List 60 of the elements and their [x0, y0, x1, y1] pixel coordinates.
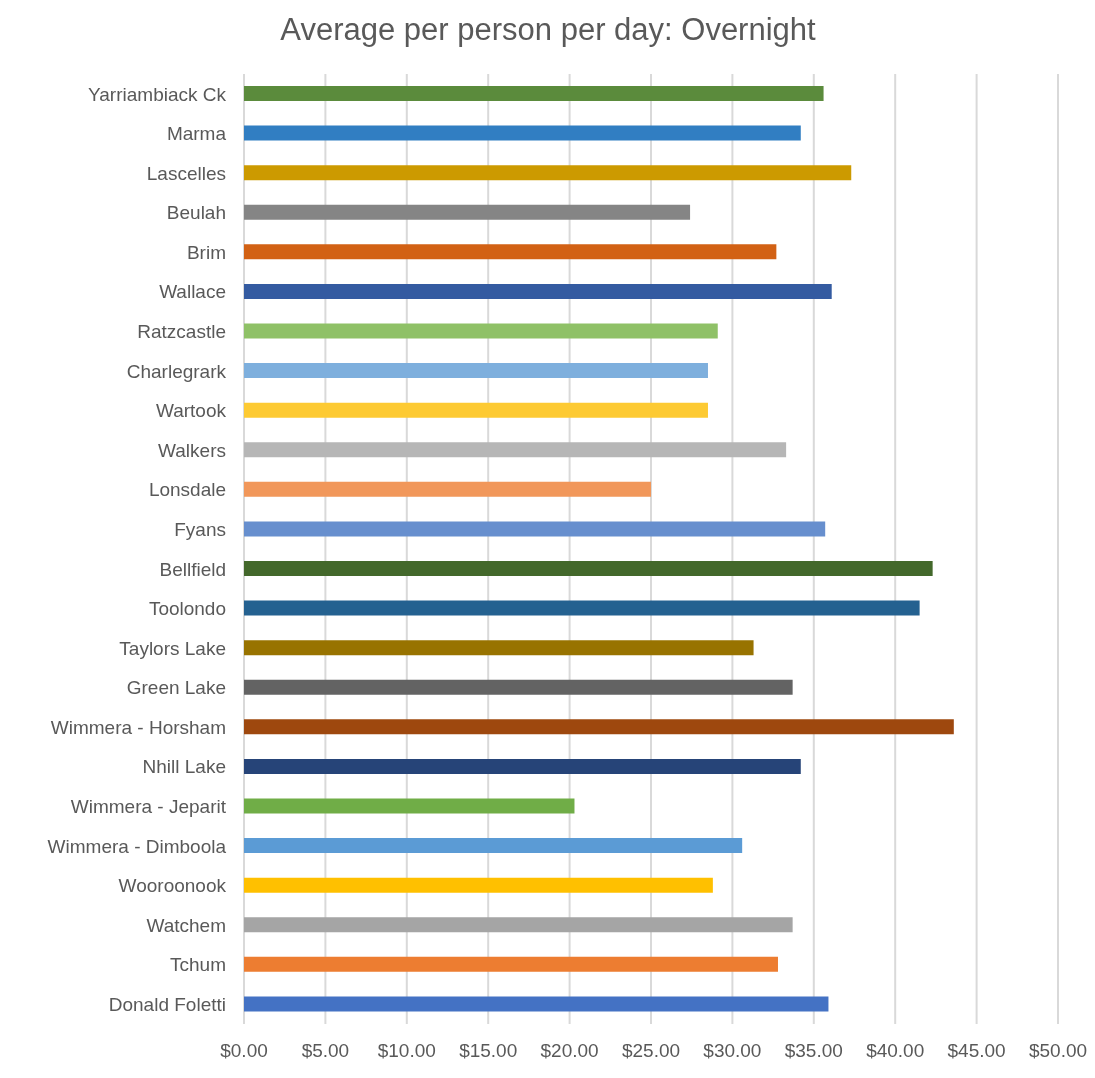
chart-title: Average per person per day: Overnight: [279, 11, 817, 49]
bar: [244, 244, 777, 260]
x-tick-label: $20.00: [540, 1040, 599, 1062]
y-tick-label: Nhill Lake: [142, 756, 226, 778]
y-tick-label: Fyans: [174, 518, 226, 540]
bar: [244, 956, 778, 972]
bar: [244, 402, 708, 418]
bar: [244, 442, 787, 458]
y-tick-label: Lonsdale: [148, 479, 226, 501]
y-tick-label: Bellfield: [159, 558, 226, 580]
bar: [244, 125, 801, 141]
x-tick-label: $10.00: [377, 1040, 436, 1062]
x-tick-label: $35.00: [784, 1040, 843, 1062]
y-tick-label: Toolondo: [148, 598, 226, 620]
bar: [244, 86, 824, 101]
y-tick-label: Tchum: [170, 954, 226, 976]
y-tick-label: Watchem: [146, 914, 226, 936]
bar: [244, 719, 954, 735]
y-tick-label: Yarriambiack Ck: [88, 83, 227, 105]
bar: [244, 758, 801, 774]
y-tick-label: Ratzcastle: [137, 321, 226, 343]
y-tick-label: Taylors Lake: [119, 637, 226, 659]
bar: [244, 996, 829, 1012]
y-tick-label: Marma: [166, 123, 227, 145]
bar: [244, 640, 754, 656]
y-tick-label: Donald Foletti: [108, 993, 226, 1015]
bar: [244, 323, 718, 339]
bar: [244, 561, 933, 576]
bar: [244, 204, 691, 220]
bar: [244, 679, 793, 695]
x-tick-label: $15.00: [459, 1040, 518, 1062]
y-tick-label: Green Lake: [126, 677, 226, 699]
y-tick-label: Wallace: [159, 281, 226, 303]
x-tick-label: $50.00: [1028, 1040, 1088, 1062]
y-tick-label: Wimmera - Jeparit: [70, 796, 227, 818]
bar: [244, 165, 852, 181]
y-tick-label: Charlegrark: [126, 360, 227, 382]
x-tick-label: $5.00: [301, 1040, 350, 1062]
bar: [244, 481, 651, 497]
y-tick-label: Wartook: [155, 400, 227, 422]
x-tick-label: $0.00: [220, 1040, 268, 1062]
bar: [244, 283, 832, 299]
bar: [244, 600, 920, 616]
x-tick-label: $25.00: [621, 1040, 681, 1062]
y-tick-label: Brim: [186, 241, 226, 263]
bar: [244, 363, 708, 379]
x-tick-label: $30.00: [703, 1040, 762, 1062]
bar: [244, 521, 826, 537]
x-tick-label: $45.00: [947, 1040, 1006, 1062]
bar: [244, 838, 743, 854]
bar: [244, 877, 713, 893]
bar: [244, 798, 575, 814]
bar: [244, 917, 793, 933]
y-tick-label: Beulah: [166, 202, 226, 224]
y-tick-label: Wooroonook: [118, 875, 227, 897]
y-tick-label: Walkers: [158, 439, 226, 461]
y-tick-label: Lascelles: [146, 162, 226, 184]
x-tick-label: $40.00: [866, 1040, 925, 1062]
y-tick-label: Wimmera - Dimboola: [47, 835, 227, 857]
y-tick-label: Wimmera - Horsham: [50, 716, 226, 738]
